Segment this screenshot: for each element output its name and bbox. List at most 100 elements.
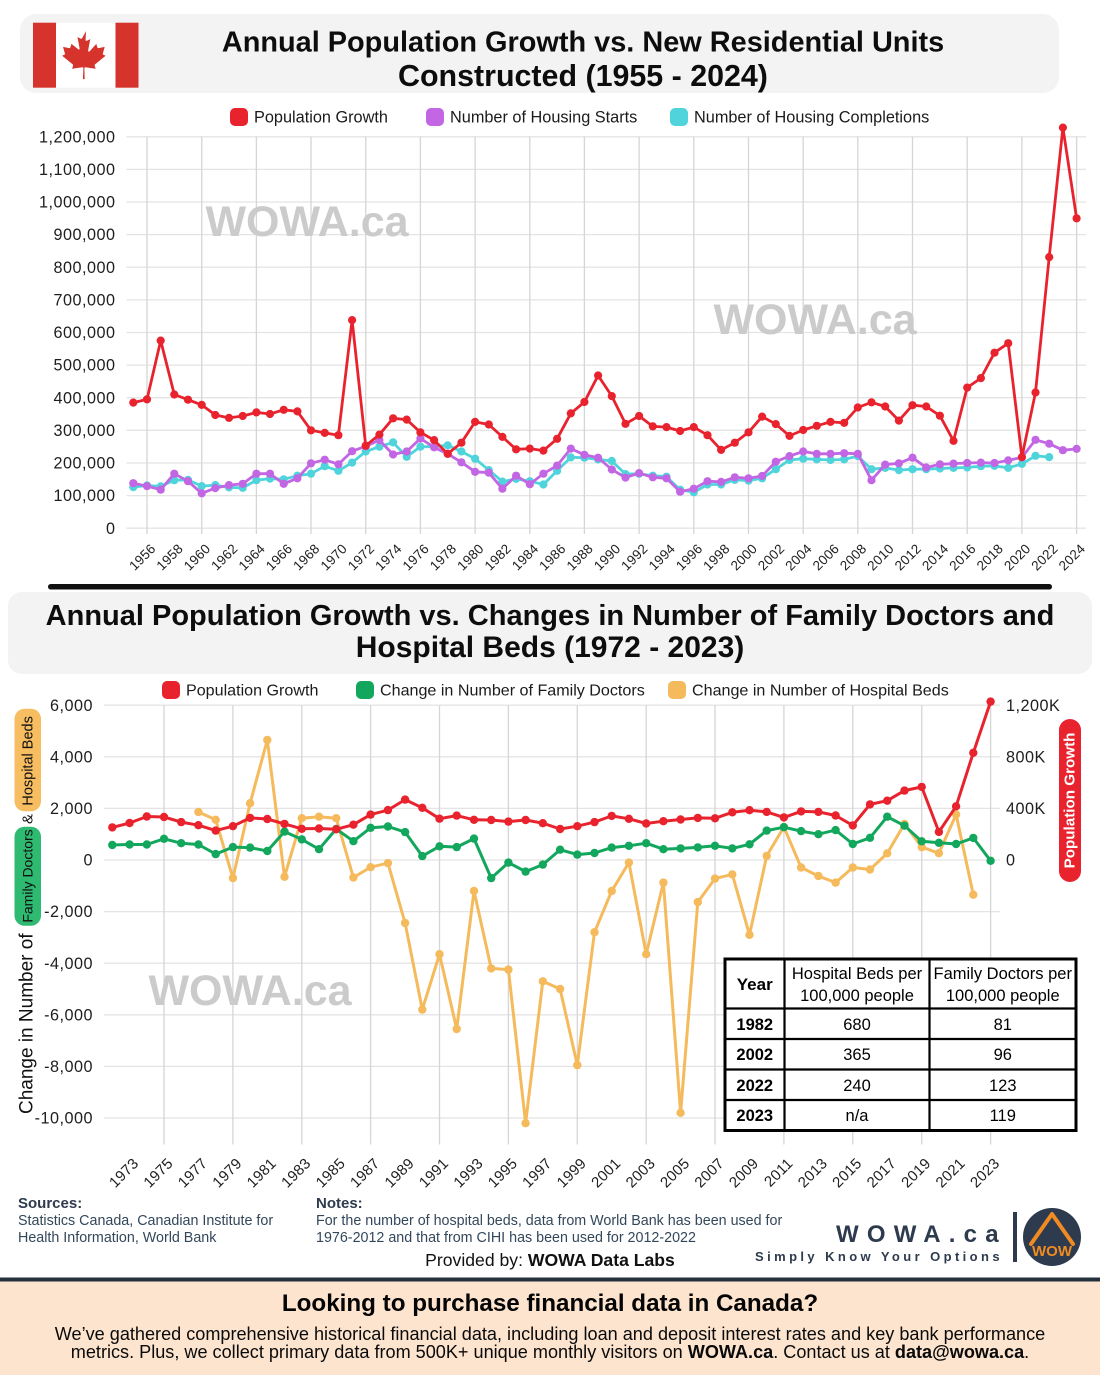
svg-text:2004: 2004: [782, 541, 815, 574]
svg-text:1964: 1964: [236, 541, 269, 574]
svg-text:1977: 1977: [175, 1155, 211, 1191]
svg-text:Hospital Beds per: Hospital Beds per: [792, 965, 923, 983]
svg-text:Number of Housing Starts: Number of Housing Starts: [450, 108, 637, 126]
svg-text:WOWA.ca: WOWA.ca: [836, 1221, 1007, 1248]
svg-text:400K: 400K: [1006, 800, 1046, 818]
svg-text:1998: 1998: [700, 541, 732, 573]
svg-text:Hospital Beds (1972 - 2023): Hospital Beds (1972 - 2023): [356, 631, 745, 664]
svg-text:1973: 1973: [106, 1155, 142, 1191]
svg-text:680: 680: [843, 1016, 871, 1034]
svg-text:2016: 2016: [946, 541, 978, 573]
svg-text:1996: 1996: [673, 541, 705, 573]
svg-text:Health Information, World Bank: Health Information, World Bank: [18, 1230, 217, 1246]
svg-text:1960: 1960: [181, 541, 213, 573]
svg-text:Change in Number of: Change in Number of: [17, 933, 38, 1114]
svg-text:1995: 1995: [485, 1155, 521, 1191]
svg-text:WOWA.ca: WOWA.ca: [148, 967, 352, 1015]
svg-text:100,000 people: 100,000 people: [800, 987, 914, 1005]
svg-text:200,000: 200,000: [53, 455, 115, 473]
svg-text:2008: 2008: [837, 541, 869, 573]
svg-text:For the number of hospital bed: For the number of hospital beds, data fr…: [316, 1213, 782, 1229]
svg-text:2,000: 2,000: [50, 800, 93, 818]
svg-text:2003: 2003: [623, 1155, 659, 1191]
svg-text:600,000: 600,000: [53, 324, 115, 342]
svg-text:100,000 people: 100,000 people: [946, 987, 1060, 1005]
svg-text:metrics. Plus, we collect prim: metrics. Plus, we collect primary data f…: [71, 1342, 1029, 1362]
svg-text:2005: 2005: [657, 1155, 693, 1191]
svg-text:Family Doctors per: Family Doctors per: [934, 965, 1073, 983]
svg-text:Sources:: Sources:: [18, 1195, 82, 1212]
svg-text:Population Growth: Population Growth: [1062, 733, 1079, 869]
svg-text:0: 0: [106, 520, 116, 538]
svg-text:1982: 1982: [482, 541, 514, 573]
svg-text:1992: 1992: [618, 541, 650, 573]
svg-text:1978: 1978: [427, 541, 459, 573]
svg-text:700,000: 700,000: [53, 292, 115, 310]
svg-text:Annual Population Growth vs. C: Annual Population Growth vs. Changes in …: [46, 600, 1055, 632]
svg-text:1999: 1999: [554, 1155, 590, 1191]
svg-text:1976-2012 and that from CIHI h: 1976-2012 and that from CIHI has been us…: [316, 1230, 696, 1246]
svg-text:Population Growth: Population Growth: [254, 108, 388, 126]
svg-text:1980: 1980: [454, 541, 486, 573]
svg-text:1983: 1983: [278, 1155, 314, 1191]
svg-text:800,000: 800,000: [53, 259, 115, 277]
svg-text:Looking to purchase financial: Looking to purchase financial data in Ca…: [282, 1290, 818, 1317]
svg-text:123: 123: [989, 1077, 1017, 1095]
svg-text:2014: 2014: [919, 541, 952, 574]
svg-text:2002: 2002: [755, 541, 787, 573]
svg-text:119: 119: [990, 1107, 1016, 1125]
svg-text:WOW: WOW: [1032, 1243, 1073, 1260]
svg-text:1974: 1974: [372, 541, 405, 574]
svg-text:Change in Number of Family Doc: Change in Number of Family Doctors: [380, 681, 645, 699]
svg-text:2018: 2018: [974, 541, 1006, 573]
svg-text:WOWA.ca: WOWA.ca: [713, 296, 917, 344]
svg-text:2022: 2022: [1028, 541, 1060, 573]
svg-text:1982: 1982: [736, 1016, 773, 1034]
svg-text:-4,000: -4,000: [44, 955, 93, 973]
svg-text:2006: 2006: [810, 541, 842, 573]
svg-text:1970: 1970: [318, 541, 350, 573]
svg-text:6,000: 6,000: [50, 697, 93, 715]
svg-text:1993: 1993: [450, 1155, 486, 1191]
svg-text:2023: 2023: [736, 1107, 773, 1125]
svg-text:1979: 1979: [209, 1155, 245, 1191]
svg-text:We’ve gathered comprehensive h: We’ve gathered comprehensive historical …: [55, 1324, 1045, 1344]
svg-text:2021: 2021: [933, 1155, 969, 1191]
svg-text:1997: 1997: [519, 1155, 555, 1191]
svg-text:2001: 2001: [588, 1155, 624, 1191]
svg-text:Family Doctors: Family Doctors: [20, 829, 36, 922]
svg-text:n/a: n/a: [846, 1107, 870, 1125]
svg-text:-10,000: -10,000: [35, 1110, 93, 1128]
svg-text:Statistics Canada, Canadian In: Statistics Canada, Canadian Institute fo…: [18, 1213, 273, 1229]
svg-text:1,200K: 1,200K: [1006, 697, 1060, 715]
svg-text:1987: 1987: [347, 1155, 383, 1191]
svg-text:Change in Number of Hospital B: Change in Number of Hospital Beds: [692, 681, 949, 699]
svg-text:1972: 1972: [345, 541, 377, 573]
svg-text:1988: 1988: [564, 541, 596, 573]
svg-text:2000: 2000: [728, 541, 760, 573]
svg-text:900,000: 900,000: [53, 226, 115, 244]
svg-text:2023: 2023: [967, 1155, 1003, 1191]
svg-text:2007: 2007: [691, 1155, 727, 1191]
svg-text:2010: 2010: [864, 541, 896, 573]
svg-text:4,000: 4,000: [50, 748, 93, 766]
svg-text:1991: 1991: [416, 1155, 452, 1191]
svg-text:0: 0: [83, 852, 93, 870]
svg-text:2022: 2022: [736, 1077, 773, 1095]
svg-text:-8,000: -8,000: [44, 1058, 93, 1076]
svg-text:1984: 1984: [509, 541, 542, 574]
svg-text:&: &: [20, 814, 37, 824]
svg-text:500,000: 500,000: [53, 357, 115, 375]
svg-text:240: 240: [843, 1077, 871, 1095]
svg-text:Year: Year: [737, 975, 773, 994]
svg-text:2012: 2012: [892, 541, 924, 573]
svg-text:1981: 1981: [244, 1155, 280, 1191]
svg-text:Constructed (1955 - 2024): Constructed (1955 - 2024): [398, 59, 768, 93]
svg-text:2015: 2015: [829, 1155, 865, 1191]
svg-text:Population Growth: Population Growth: [186, 681, 318, 699]
svg-text:-6,000: -6,000: [44, 1006, 93, 1024]
svg-text:1986: 1986: [536, 541, 568, 573]
svg-text:800K: 800K: [1006, 748, 1046, 766]
svg-text:1,100,000: 1,100,000: [39, 161, 116, 179]
svg-text:2009: 2009: [726, 1155, 762, 1191]
